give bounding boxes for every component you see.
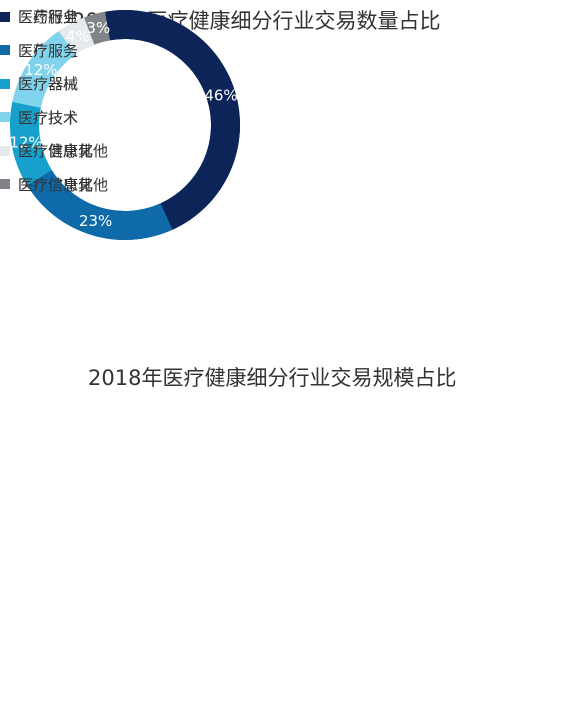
slice-value-label: 23% — [79, 212, 112, 230]
donut-slice-6 — [84, 11, 111, 45]
legend-label: 医疗服务 — [18, 8, 79, 27]
legend-swatch — [0, 78, 10, 89]
legend-item: 医疗健康其他 — [0, 134, 108, 168]
legend-swatch — [0, 179, 10, 190]
legend-label: 医疗技术 — [18, 108, 79, 127]
legend-swatch — [0, 112, 10, 123]
legend-swatch — [0, 11, 10, 22]
legend-item: 医药行业 — [0, 0, 108, 34]
legend-swatch — [0, 45, 10, 56]
slice-value-label: 12% — [24, 61, 57, 79]
deal-size-donut: 46% 23% 12% 12% 4%3% — [9, 10, 240, 240]
donut-slice-3 — [9, 101, 52, 186]
legend-item: 医疗服务 — [0, 34, 108, 68]
legend-label: 医药行业 — [18, 8, 79, 27]
slice-value-label: 4% — [66, 27, 90, 45]
deal-size-legend: 医药行业 医疗服务 医疗器械 医疗技术 医疗健康其他 医疗信息化 — [0, 0, 108, 201]
deal-size-chart: 2018年医疗健康细分行业交易规模占比 — [0, 355, 580, 706]
legend-label: 医疗信息化 — [18, 175, 94, 194]
donut-slice-2 — [27, 170, 173, 240]
slice-value-label: 3% — [86, 19, 110, 37]
donut-slice-1 — [105, 10, 240, 230]
legend-item: 医疗信息化 — [0, 168, 108, 202]
legend-label: 医疗健康其他 — [18, 142, 109, 161]
donut-slice-4 — [12, 31, 76, 108]
legend-item: 医疗技术 — [0, 101, 108, 135]
chart-title: 2018年医疗健康细分行业交易规模占比 — [88, 366, 457, 390]
slice-value-label: 46% — [204, 86, 237, 104]
donut-slice-5 — [58, 17, 95, 55]
legend-label: 医疗器械 — [18, 75, 79, 94]
legend-label: 医疗服务 — [18, 41, 79, 60]
legend-swatch — [0, 145, 10, 156]
slice-value-label: 12% — [9, 133, 42, 151]
legend-item: 医疗器械 — [0, 67, 108, 101]
